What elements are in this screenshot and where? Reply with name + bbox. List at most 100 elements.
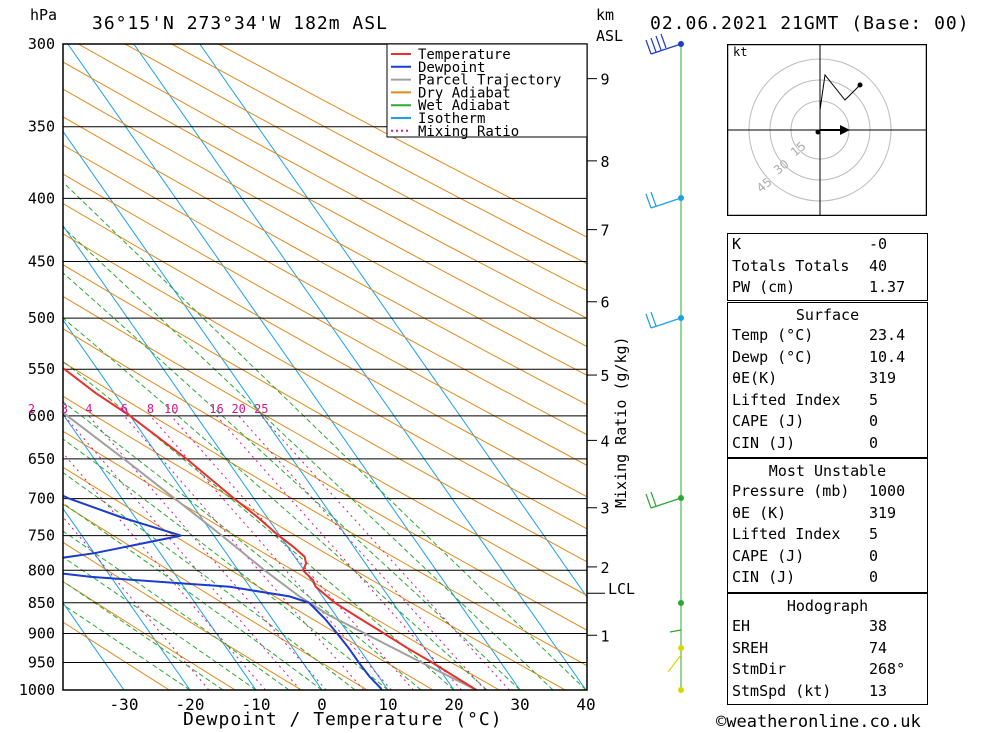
km-axis: 1 2 3 4 5 6 7 8 9 bbox=[587, 71, 610, 645]
dry-adiabat-line bbox=[171, 44, 587, 265]
legend-entry: Isotherm bbox=[418, 111, 485, 127]
mixing-ratio-line bbox=[88, 415, 327, 690]
hodograph-stat-value: 38 bbox=[869, 617, 888, 635]
wind-level-dot bbox=[678, 645, 684, 651]
km-tick-label: 2 bbox=[600, 559, 609, 577]
most-unstable-value: 319 bbox=[869, 503, 897, 522]
temperature-tick-label: -30 bbox=[110, 695, 139, 714]
index-label: PW (cm) bbox=[732, 278, 796, 296]
most-unstable-value: 5 bbox=[869, 525, 879, 543]
wind-barb-staff bbox=[650, 43, 682, 55]
temperature-tick-label: 20 bbox=[444, 695, 463, 714]
mixing-ratio-line bbox=[170, 415, 414, 690]
legend-entry: Dewpoint bbox=[418, 60, 485, 76]
temperature-tick-label: 10 bbox=[378, 695, 397, 714]
wind-barb bbox=[645, 33, 682, 55]
pressure-tick-label: 950 bbox=[28, 653, 55, 671]
dry-adiabat-line bbox=[63, 264, 587, 563]
credit-link[interactable]: ©weatheronline.co.uk bbox=[716, 712, 921, 732]
hodograph-stat-value: 13 bbox=[869, 681, 888, 700]
surface-row: Temp (°C) 23.4 bbox=[728, 325, 927, 347]
wind-barb bbox=[645, 311, 682, 329]
pressure-tick-label: 800 bbox=[28, 561, 55, 579]
dry-adiabat-line bbox=[63, 116, 587, 406]
wind-barb-staff bbox=[650, 497, 682, 509]
index-value: 40 bbox=[869, 256, 888, 275]
hpa-unit-label: hPa bbox=[30, 6, 58, 24]
wet-adiabat-line bbox=[63, 226, 554, 690]
wind-barb-flag bbox=[645, 313, 652, 329]
mixing-ratio-line bbox=[216, 415, 462, 690]
km-tick-label: 9 bbox=[600, 71, 609, 89]
wind-level-dot bbox=[678, 600, 684, 606]
km-unit-label: km bbox=[596, 6, 615, 24]
mixing-ratio-tick-label: 4 bbox=[85, 402, 92, 416]
wind-barb-staff bbox=[667, 654, 682, 673]
dry-adiabat-line bbox=[78, 44, 587, 319]
mixing-ratio-axis-title: Mixing Ratio (g/kg) bbox=[612, 336, 630, 508]
plot-frame bbox=[62, 43, 588, 691]
most-unstable-label: Lifted Index bbox=[732, 525, 841, 543]
wet-adiabat-line bbox=[63, 530, 290, 690]
wind-barb-flag bbox=[650, 491, 657, 507]
surface-row: CIN (J) 0 bbox=[728, 433, 927, 455]
surface-row: CAPE (J) 0 bbox=[728, 411, 927, 433]
wet-adiabat-line bbox=[63, 317, 488, 690]
most-unstable-box: Most Unstable Pressure (mb) 1000 θE (K) 319… bbox=[727, 458, 928, 593]
most-unstable-row: Pressure (mb) 1000 bbox=[728, 481, 927, 503]
parcel-curve bbox=[63, 411, 477, 690]
wind-barb-staff bbox=[650, 317, 682, 329]
most-unstable-label: θE (K) bbox=[732, 503, 787, 522]
surface-row: Dewp (°C) 10.4 bbox=[728, 347, 927, 369]
mixing-ratio-line bbox=[123, 415, 365, 690]
most-unstable-title: Most Unstable bbox=[768, 462, 887, 480]
legend-entry: Temperature bbox=[418, 47, 511, 63]
surface-label: CIN (J) bbox=[732, 433, 796, 452]
mixing-ratio-tick-label: 6 bbox=[121, 402, 128, 416]
isobars bbox=[63, 43, 587, 691]
hodograph-trace bbox=[819, 73, 861, 130]
wind-barb-flag bbox=[650, 191, 657, 207]
asl-unit-label: ASL bbox=[596, 27, 624, 45]
mixing-ratio-tick-label: 10 bbox=[164, 402, 178, 416]
temperature-tick-label: 30 bbox=[510, 695, 529, 714]
wind-barb-flag bbox=[650, 37, 657, 53]
most-unstable-row: CIN (J) 0 bbox=[728, 567, 927, 589]
hodograph-stat-row: StmDir 268° bbox=[728, 659, 927, 681]
temperature-curve bbox=[63, 367, 477, 690]
wind-barb-flag bbox=[655, 35, 662, 51]
index-value: -0 bbox=[869, 235, 888, 253]
mixing-ratio-line bbox=[63, 452, 266, 690]
wind-barb-staff bbox=[669, 629, 682, 633]
surface-row: Lifted Index 5 bbox=[728, 390, 927, 412]
surface-value: 0 bbox=[869, 412, 879, 430]
pressure-tick-label: 900 bbox=[28, 624, 55, 642]
legend-entry: Dry Adiabat bbox=[418, 85, 511, 101]
surface-label: Temp (°C) bbox=[732, 326, 814, 344]
hodograph-stats-title: Hodograph bbox=[786, 597, 869, 615]
hodograph-stat-label: SREH bbox=[732, 638, 769, 657]
surface-value: 0 bbox=[869, 433, 879, 452]
dry-adiabat-line bbox=[63, 466, 434, 690]
dry-adiabat-line bbox=[63, 61, 587, 348]
hodograph-unit: kt bbox=[733, 45, 748, 59]
mixing-ratio-tick-label: 3 bbox=[61, 402, 68, 416]
hodograph-stat-label: StmDir bbox=[732, 660, 787, 678]
x-axis-title: Dewpoint / Temperature (°C) bbox=[183, 709, 503, 730]
hodograph-stat-value: 74 bbox=[869, 638, 888, 657]
surface-title: Surface bbox=[795, 306, 860, 324]
hodograph-stat-label: EH bbox=[732, 617, 751, 635]
location-title: 36°15'N 273°34'W 182m ASL bbox=[92, 13, 388, 34]
temperature-tick-label: -20 bbox=[176, 695, 205, 714]
most-unstable-label: CAPE (J) bbox=[732, 546, 805, 565]
km-tick-label: 7 bbox=[600, 222, 609, 240]
wind-barb-staff bbox=[650, 197, 682, 209]
legend-entry: Mixing Ratio bbox=[418, 124, 519, 140]
surface-label: θE(K) bbox=[732, 369, 778, 387]
surface-value: 23.4 bbox=[869, 326, 906, 344]
isotherm-line bbox=[199, 44, 587, 599]
km-tick-label: 5 bbox=[600, 367, 609, 385]
temperature-tick-label: -10 bbox=[242, 695, 271, 714]
wet-adiabat-line bbox=[63, 272, 521, 690]
